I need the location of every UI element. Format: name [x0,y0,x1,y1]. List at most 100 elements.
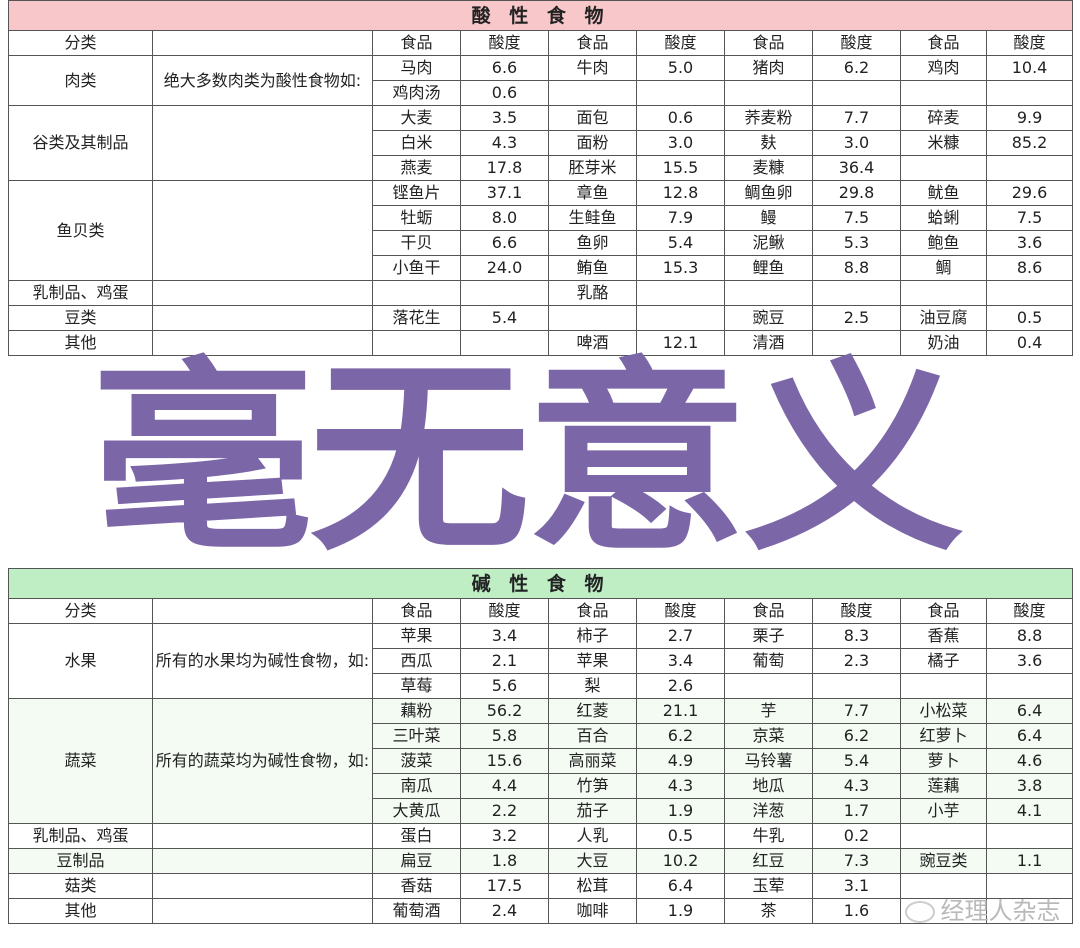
column-header: 酸度 [812,598,901,624]
column-header: 分类 [8,30,153,56]
description-cell [152,330,373,356]
acidity-value: 6.4 [636,873,725,899]
food-name: 荞麦粉 [724,105,813,131]
acidity-value: 3.0 [636,130,725,156]
food-name [548,80,637,106]
column-header [152,598,373,624]
acidity-value: 2.2 [460,798,549,824]
description-cell: 绝大多数肉类为酸性食物如: [152,55,373,106]
header-row: 分类 食品 酸度 食品 酸度 食品 酸度 食品 酸度 [8,30,1074,56]
category-cell: 乳制品、鸡蛋 [8,280,153,306]
food-name: 人乳 [548,823,637,849]
table-row: 菠菜 15.6 高丽菜 4.9 马铃薯 5.4 萝卜 4.6 [9,748,1074,774]
food-name [724,280,813,306]
food-name: 香菇 [372,873,461,899]
food-name: 莲藕 [900,773,987,799]
food-name: 小松菜 [900,698,987,724]
acidity-value: 8.8 [812,255,901,281]
acidity-value: 2.3 [812,648,901,674]
table-row: 豆制品 扁豆 1.8 大豆 10.2 红豆 7.3 豌豆类 1.1 [8,848,1074,874]
food-name: 碎麦 [900,105,987,131]
acidity-value: 8.6 [985,255,1074,281]
food-name: 米糠 [900,130,987,156]
acidity-value [985,823,1074,849]
column-header: 酸度 [636,30,725,56]
food-name: 苹果 [548,648,637,674]
food-name: 蛤蜊 [900,205,987,231]
acidity-value: 0.6 [636,105,725,131]
column-header: 分类 [8,598,153,624]
category-cell: 菇类 [8,873,153,899]
acidity-value: 4.6 [985,748,1074,774]
food-name: 橘子 [900,648,987,674]
acidity-value: 4.9 [636,748,725,774]
acidity-value [812,280,901,306]
acidity-value [812,80,901,106]
food-name [900,823,987,849]
acidity-value [460,280,549,306]
acidity-value: 6.4 [985,698,1074,724]
food-name: 西瓜 [372,648,461,674]
food-name: 地瓜 [724,773,813,799]
acidity-value: 7.7 [812,105,901,131]
acidity-value: 24.0 [460,255,549,281]
acidity-value: 6.4 [985,723,1074,749]
acidity-value: 3.6 [985,230,1074,256]
food-name [900,873,987,899]
acidity-value: 1.6 [812,898,901,924]
food-name: 面包 [548,105,637,131]
acidity-value: 4.3 [460,130,549,156]
food-name: 蛋白 [372,823,461,849]
acidity-value [985,80,1074,106]
description-cell [152,105,373,181]
acidity-value: 0.6 [460,80,549,106]
acidity-value: 2.1 [460,648,549,674]
acidity-value: 0.4 [985,330,1074,356]
acidity-value: 8.8 [985,623,1074,649]
description-cell: 所有的蔬菜均为碱性食物，如: [152,698,373,824]
table-row: 鱼贝类 铿鱼片 37.1 章鱼 12.8 鲷鱼卵 29.8 鱿鱼 29.6 [8,180,1074,281]
table-row: 肉类 绝大多数肉类为酸性食物如: 马肉 6.6 牛肉 5.0 猪肉 6.2 鸡肉 10.4 [8,55,1074,106]
category-cell: 谷类及其制品 [8,105,153,181]
column-header: 食品 [548,598,637,624]
food-name: 豌豆类 [900,848,987,874]
column-header: 食品 [548,30,637,56]
food-name [900,280,987,306]
acidity-value: 4.1 [985,798,1074,824]
food-name [900,673,987,699]
category-cell: 水果 [8,623,153,699]
acidity-value: 12.8 [636,180,725,206]
column-header: 酸度 [985,598,1074,624]
acidity-value: 1.7 [812,798,901,824]
food-name: 鲤鱼 [724,255,813,281]
food-name: 红豆 [724,848,813,874]
acidity-value: 2.7 [636,623,725,649]
food-name: 小鱼干 [372,255,461,281]
watermark-overlay: 毫无意义 [92,341,965,579]
description-cell [152,280,373,306]
acidity-value: 3.6 [985,648,1074,674]
food-name: 藕粉 [372,698,461,724]
food-name: 大豆 [548,848,637,874]
acidity-value [985,898,1074,924]
acidity-value: 17.5 [460,873,549,899]
acidity-value: 6.2 [636,723,725,749]
food-name [724,673,813,699]
food-name: 鲷 [900,255,987,281]
acidity-value: 3.5 [460,105,549,131]
table-row: 谷类及其制品 大麦 3.5 面包 0.6 荞麦粉 7.7 碎麦 9.9 [8,105,1074,181]
source-logo: 经理人杂志 [904,898,1061,924]
acidity-value: 6.6 [460,230,549,256]
food-name: 落花生 [372,305,461,331]
food-name [372,280,461,306]
food-name: 茶 [724,898,813,924]
food-name: 高丽菜 [548,748,637,774]
food-name: 鲔鱼 [548,255,637,281]
food-name: 鸡肉汤 [372,80,461,106]
food-name: 清酒 [724,330,813,356]
category-cell: 乳制品、鸡蛋 [8,823,153,849]
food-name: 扁豆 [372,848,461,874]
table-row: 乳制品、鸡蛋 乳酪 [8,280,1074,306]
food-name: 泥鳅 [724,230,813,256]
acidity-value [985,155,1074,181]
